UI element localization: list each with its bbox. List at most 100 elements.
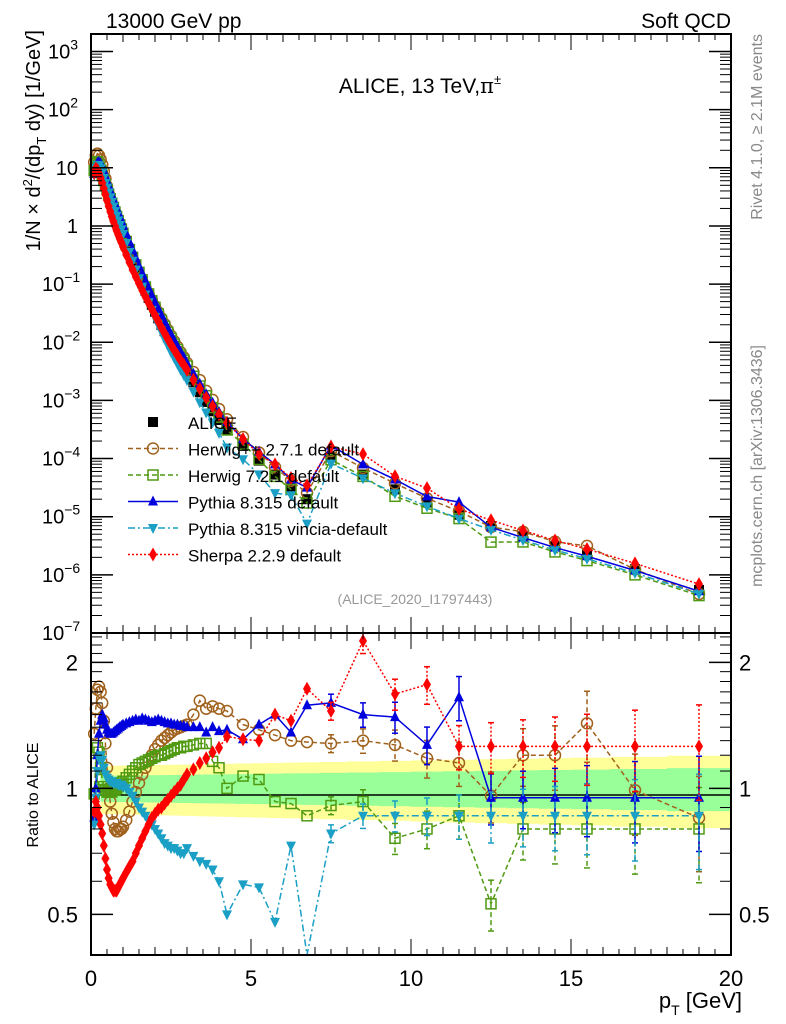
ratio-point xyxy=(631,739,639,754)
ratio-point xyxy=(97,755,108,766)
ratio-point xyxy=(220,704,234,718)
ratio-point xyxy=(287,713,295,728)
main-y-axis-label: 1/N × d2/(dpT dy) [1/GeV] xyxy=(20,30,49,251)
ratio-point xyxy=(302,699,312,710)
ratio-point xyxy=(174,742,187,754)
ratio-point xyxy=(694,811,704,822)
ratio-point xyxy=(253,773,265,786)
ratio-point xyxy=(390,711,400,722)
ratio-series-layer xyxy=(87,632,706,956)
legend-entry: Pythia 8.315 vincia-default xyxy=(128,520,388,539)
ratio-point xyxy=(195,755,204,770)
data-point xyxy=(238,455,248,466)
ratio-point xyxy=(222,723,232,734)
ratio-point xyxy=(126,765,139,777)
data-point xyxy=(255,447,263,462)
series-4-ratio xyxy=(89,751,704,956)
ratio-point xyxy=(518,791,528,802)
ratio-point xyxy=(130,797,141,808)
legend-label: Pythia 8.315 default xyxy=(188,494,339,513)
ratio-point xyxy=(105,807,119,820)
data-point xyxy=(208,399,217,414)
ratio-point xyxy=(358,811,368,822)
ratio-point xyxy=(127,791,138,802)
data-point xyxy=(631,556,639,571)
ratio-point xyxy=(187,708,200,721)
ratio-x-ticks: 0 5 10 15 20 xyxy=(85,633,743,991)
ratio-point xyxy=(99,838,108,853)
main-series-layer xyxy=(87,147,706,602)
legend-marker xyxy=(149,547,157,562)
data-point xyxy=(454,514,464,525)
ratio-point xyxy=(94,727,104,738)
data-point xyxy=(694,589,704,600)
ratio-point xyxy=(271,707,279,722)
main-y-tick-label: 1 xyxy=(67,216,78,238)
data-point xyxy=(143,282,154,293)
rivet-label: Rivet 4.1.0, ≥ 2.1M events xyxy=(749,34,766,220)
data-point xyxy=(223,415,231,430)
data-point xyxy=(194,398,205,409)
ratio-y-tick-label-right: 1 xyxy=(739,776,751,801)
data-point xyxy=(583,542,591,557)
ratio-point xyxy=(285,797,297,810)
data-point xyxy=(487,513,495,528)
ratio-point xyxy=(582,791,592,802)
data-point xyxy=(358,474,368,485)
data-point xyxy=(182,376,192,387)
ratio-y-tick-label: 2 xyxy=(66,650,78,675)
data-point xyxy=(254,470,264,481)
ratio-point xyxy=(359,633,367,648)
data-point xyxy=(486,525,496,536)
ratio-y-axis-label: Ratio to ALICE xyxy=(25,743,42,848)
data-point xyxy=(390,489,400,500)
data-point xyxy=(519,523,527,538)
legend-entry: ALICE xyxy=(148,414,237,433)
ratio-point xyxy=(301,810,313,822)
data-point xyxy=(485,536,497,548)
ratio-point xyxy=(238,880,248,891)
legend-entry: Sherpa 2.2.9 default xyxy=(128,547,341,566)
data-point xyxy=(286,491,296,502)
ratio-point xyxy=(188,721,199,732)
ratio-point xyxy=(123,768,136,781)
ratio-point xyxy=(207,721,218,732)
ratio-point xyxy=(108,822,122,836)
ratio-point xyxy=(358,708,368,719)
data-point xyxy=(239,432,247,447)
plot-title: ALICE, 13 TeV,π± xyxy=(339,72,501,98)
main-y-tick-label: 10−6 xyxy=(42,560,80,587)
ratio-point xyxy=(222,910,232,921)
ratio-point xyxy=(200,737,212,750)
data-point xyxy=(550,546,560,557)
legend-marker xyxy=(148,524,158,534)
data-point xyxy=(269,470,281,483)
ratio-point xyxy=(207,865,218,876)
ratio-point xyxy=(269,795,281,808)
ratio-point xyxy=(454,811,464,822)
main-y-ticks: 10−7 10−6 10−5 10−4 10−3 10−2 10−1 1 10 102 103 xyxy=(42,37,731,645)
legend: ALICE Herwig++ 2.7.1 default Herwig 7.2.1 … xyxy=(128,414,388,566)
ratio-point xyxy=(103,795,117,808)
data-point xyxy=(195,381,204,396)
header-left: 13000 GeV pp xyxy=(106,10,241,33)
ratio-point xyxy=(580,717,594,730)
ratio-point xyxy=(98,826,107,841)
data-point xyxy=(391,469,399,484)
data-point xyxy=(582,554,592,565)
ratio-y-tick-label-right: 2 xyxy=(739,650,751,675)
main-y-tick-label: 103 xyxy=(48,37,78,64)
ratio-point xyxy=(199,702,213,715)
data-point xyxy=(215,407,223,422)
data-point xyxy=(270,469,280,480)
ratio-point xyxy=(183,767,191,782)
analysis-id: (ALICE_2020_I1797443) xyxy=(338,591,493,607)
ratio-point xyxy=(212,702,226,715)
ratio-point xyxy=(388,738,402,752)
data-point xyxy=(630,569,640,580)
main-y-tick-label: 10−2 xyxy=(42,327,80,354)
main-frame xyxy=(90,33,732,634)
data-point xyxy=(214,428,224,439)
data-point xyxy=(201,408,212,419)
data-point xyxy=(301,497,313,509)
